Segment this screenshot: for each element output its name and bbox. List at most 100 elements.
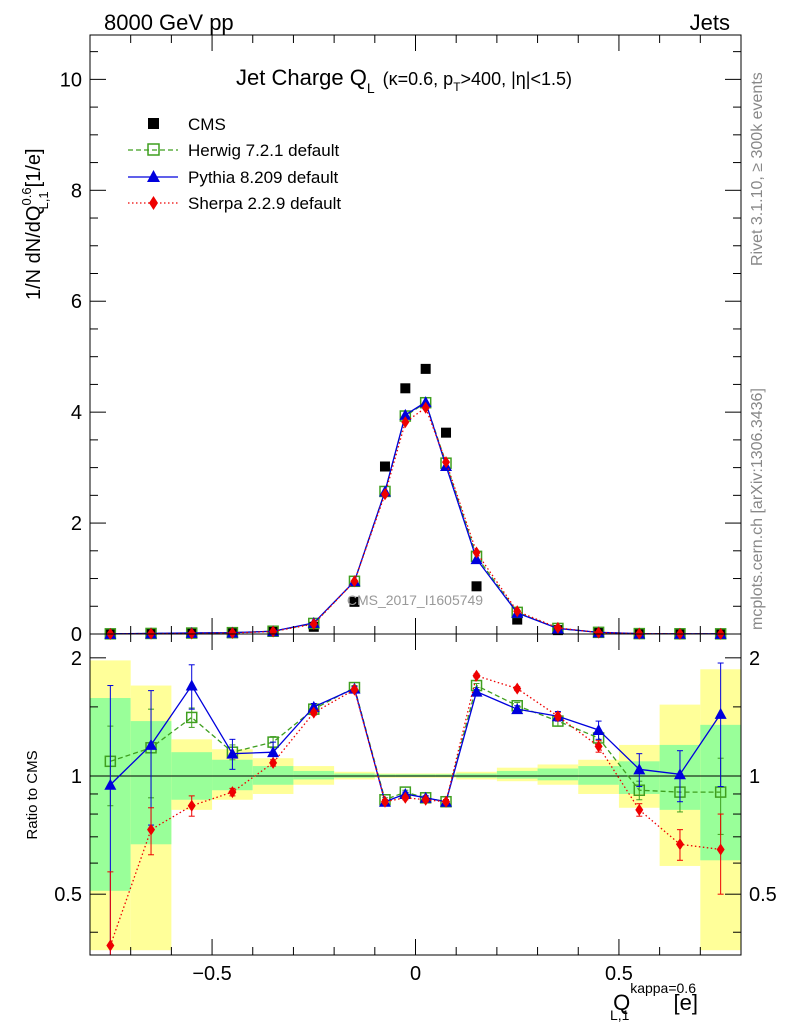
title-main: Jet Charge Q (236, 65, 367, 90)
title-kin-rest: >400, |η|<1.5) (461, 69, 572, 89)
ratio-point-pythia (673, 768, 686, 780)
ratio-band-inner (252, 766, 294, 785)
ratio-xlabel: Qkappa=0.6 L,1 [e] (610, 980, 698, 1023)
main-ylabel: 1/N dN/dQ0.6 L,1 [1/e] (19, 148, 51, 300)
header-left: 8000 GeV pp (104, 10, 234, 35)
ratio-point-pythia (307, 700, 320, 712)
ratio-panel: 0.5 0.5 1 1 2 2 −0.5 0 0.5 Ratio to CMS Qkappa=0… (24, 633, 777, 1023)
main-point-sherpa (442, 456, 451, 469)
ratio-band-inner (496, 770, 538, 779)
legend-entry-pythia: Pythia 8.209 default (128, 168, 339, 187)
main-ylabel-sup: 0.6 (19, 187, 34, 205)
ratio-point-sherpa (442, 795, 451, 808)
legend-entry-cms: CMS (148, 115, 226, 134)
ratio-point-pythia (714, 707, 727, 719)
ratio-point-sherpa (350, 683, 359, 696)
ratio-xtick-label: 0.5 (605, 963, 633, 985)
ratio-point-herwig (714, 786, 727, 798)
ratio-point-sherpa (635, 803, 644, 816)
ratio-point-sherpa (380, 795, 389, 808)
legend-entry-herwig: Herwig 7.2.1 default (128, 141, 339, 160)
main-point-cms (349, 596, 360, 607)
xlabel-unit: [e] (673, 990, 697, 1015)
ratio-point-pythia (185, 679, 198, 691)
ratio-band-inner (537, 768, 579, 781)
ratio-point-sherpa (716, 843, 725, 856)
ratio-point-pythia (267, 746, 280, 758)
legend-marker-herwig (147, 143, 160, 156)
ratio-ytick-label-right: 2 (749, 648, 760, 670)
ratio-point-sherpa (401, 791, 410, 804)
ratio-ytick-label: 0.5 (54, 884, 82, 906)
ratio-point-sherpa (675, 838, 684, 851)
legend-entry-sherpa: Sherpa 2.2.9 default (128, 194, 341, 213)
ratio-xtick-label: −0.5 (192, 963, 231, 985)
legend: CMS Herwig 7.2.1 default Pythia 8.209 de… (128, 115, 341, 213)
ratio-point-sherpa (553, 710, 562, 723)
legend-label-sherpa: Sherpa 2.2.9 default (188, 194, 341, 213)
xlabel-text: Q (613, 990, 630, 1015)
ratio-point-sherpa (309, 706, 318, 719)
ratio-band-inner (578, 766, 619, 785)
watermark: CMS_2017_I1605749 (347, 592, 483, 608)
main-line-pythia (110, 401, 721, 635)
legend-label-pythia: Pythia 8.209 default (188, 168, 339, 187)
ratio-point-sherpa (187, 799, 196, 812)
ratio-point-pythia (226, 747, 239, 759)
xlabel-sup: kappa=0.6 (630, 980, 696, 996)
ratio-band-inner (293, 770, 335, 780)
ratio-line-herwig (110, 684, 721, 803)
main-point-cms (400, 383, 411, 394)
main-point-sherpa (187, 627, 196, 640)
main-point-pythia (419, 396, 432, 408)
main-ylabel-unit: [1/e] (23, 148, 45, 187)
ratio-ytick-label-right: 0.5 (749, 884, 777, 906)
ratio-point-sherpa (228, 786, 237, 799)
main-point-cms (379, 461, 390, 472)
main-ytick-label: 8 (71, 180, 82, 202)
ratio-point-sherpa (147, 823, 156, 836)
ratio-line-pythia (109, 684, 722, 803)
main-point-sherpa (553, 621, 562, 634)
main-point-sherpa (594, 626, 603, 639)
main-panel: 0 2 4 6 8 10 CMS_2017_I1605749 Jet Charge QL (… (19, 34, 742, 646)
ratio-ytick-label-right: 1 (749, 766, 760, 788)
title-kin-sub: T (453, 80, 461, 94)
ratio-point-sherpa (421, 793, 430, 806)
title-sub: L (367, 80, 375, 96)
ratio-point-herwig (185, 711, 198, 724)
main-ytick-label: 6 (71, 291, 82, 313)
legend-label-herwig: Herwig 7.2.1 default (188, 141, 339, 160)
main-ytick-label: 0 (71, 624, 82, 646)
ratio-ytick-label: 1 (71, 766, 82, 788)
chart-title: Jet Charge QL (κ=0.6, pT>400, |η|<1.5) (236, 65, 572, 96)
title-kin: (κ=0.6, p (383, 69, 454, 89)
main-point-sherpa (269, 625, 278, 638)
main-ylabel-text: 1/N dN/dQ (23, 206, 45, 300)
main-point-sherpa (513, 605, 522, 618)
main-ytick-label: 10 (60, 69, 82, 91)
main-point-sherpa (472, 546, 481, 559)
ratio-xtick-label: 0 (410, 963, 421, 985)
ratio-point-sherpa (594, 740, 603, 753)
ratio-point-sherpa (472, 669, 481, 682)
main-point-sherpa (421, 401, 430, 414)
legend-label-cms: CMS (188, 115, 226, 134)
ratio-bands (90, 660, 741, 951)
ratio-point-sherpa (513, 682, 522, 695)
ratio-point-sherpa (106, 939, 115, 952)
main-point-sherpa (228, 627, 237, 640)
ratio-marks (104, 662, 727, 956)
header-right: Jets (690, 10, 730, 35)
ratio-point-pythia (633, 763, 646, 775)
ratio-series-sherpa (106, 669, 725, 956)
main-point-sherpa (309, 618, 318, 631)
mcplots-label: mcplots.cern.ch [arXiv:1306.3436] (749, 388, 766, 630)
ratio-point-pythia (145, 738, 158, 750)
main-axes: 0 2 4 6 8 10 (60, 35, 742, 646)
main-ylabel-sub: L,1 (36, 191, 51, 209)
ratio-ytick-label: 2 (71, 648, 82, 670)
ratio-point-sherpa (269, 756, 278, 769)
main-point-cms (512, 614, 523, 625)
